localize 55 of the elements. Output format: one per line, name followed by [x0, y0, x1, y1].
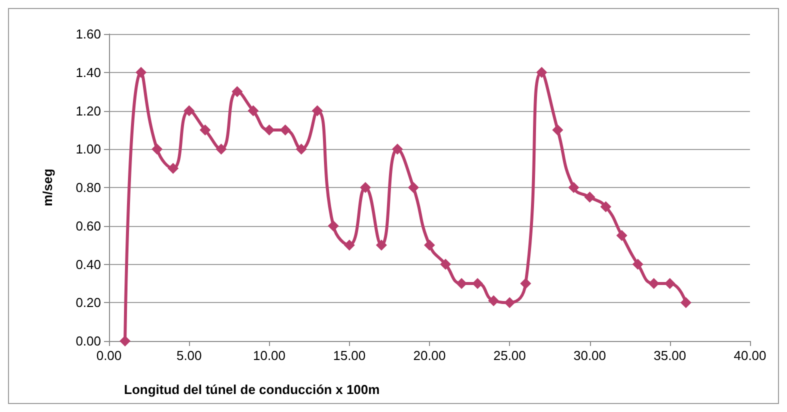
- point: [312, 105, 323, 116]
- point: [520, 278, 532, 289]
- point: [360, 182, 371, 193]
- x-tick-label: 0.00: [96, 348, 122, 363]
- point: [472, 278, 484, 289]
- x-tick-label: 5.00: [176, 348, 202, 363]
- x-tick-label: 20.00: [413, 348, 446, 363]
- point: [536, 66, 548, 78]
- y-tick-label: 0.00: [76, 334, 101, 348]
- y-axis-title: m/seg: [40, 168, 55, 206]
- point: [248, 105, 259, 116]
- y-tick-label: 0.20: [76, 295, 101, 310]
- y-tick-label: 1.20: [76, 103, 101, 118]
- point: [328, 220, 339, 232]
- point: [632, 258, 644, 270]
- point: [392, 144, 403, 155]
- point: [680, 297, 692, 308]
- point: [216, 144, 227, 155]
- y-tick-label: 0.40: [76, 256, 101, 272]
- y-tick-label: 0.60: [76, 218, 101, 234]
- point: [296, 144, 307, 155]
- point: [184, 105, 195, 116]
- point: [280, 124, 291, 136]
- x-axis-title: Longitud del túnel de conducción x 100m: [124, 382, 380, 397]
- y-tick-label: 1.00: [76, 142, 101, 157]
- point: [120, 336, 131, 346]
- point: [616, 230, 628, 241]
- point: [664, 278, 676, 289]
- point: [648, 278, 660, 289]
- x-tick-label: 10.00: [252, 348, 286, 363]
- x-tick-label: 30.00: [573, 348, 606, 363]
- point: [200, 124, 211, 136]
- point: [424, 240, 435, 251]
- point: [552, 124, 564, 136]
- point: [584, 192, 596, 203]
- point: [504, 297, 516, 308]
- y-tick-label: 0.80: [76, 180, 101, 195]
- point: [264, 124, 275, 136]
- point: [344, 240, 355, 251]
- point: [568, 182, 580, 193]
- x-tick-label: 40.00: [734, 348, 766, 363]
- point: [168, 162, 179, 174]
- point: [600, 201, 612, 212]
- point: [232, 86, 243, 98]
- point: [136, 66, 147, 78]
- point: [376, 240, 387, 251]
- point: [488, 295, 500, 306]
- point: [152, 144, 163, 155]
- y-tick-label: 1.40: [76, 64, 101, 80]
- point: [408, 182, 419, 193]
- point: [440, 258, 452, 270]
- y-tick-label: 1.60: [76, 26, 101, 42]
- x-tick-label: 25.00: [493, 348, 526, 363]
- x-tick-label: 35.00: [654, 348, 686, 363]
- x-tick-label: 15.00: [333, 348, 366, 363]
